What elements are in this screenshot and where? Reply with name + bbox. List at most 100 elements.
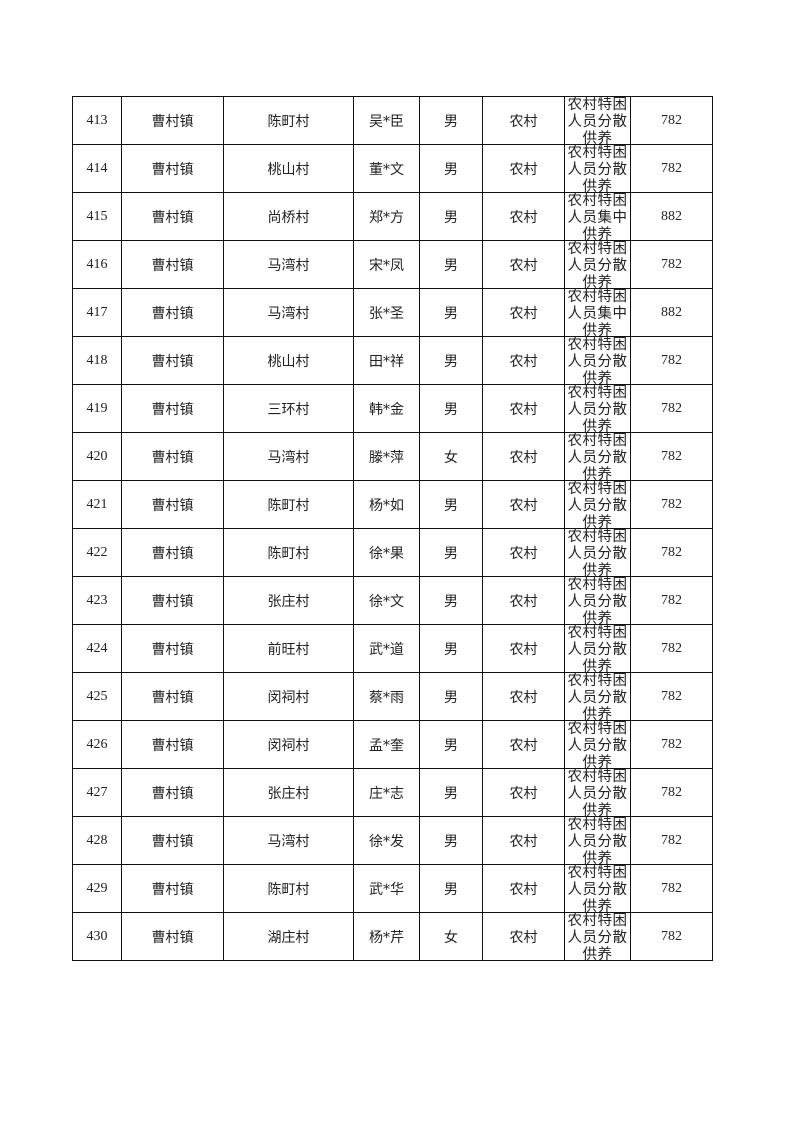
village-cell: 马湾村 <box>223 816 354 865</box>
assistance-type-cell: 农村特困人员分散供养 <box>564 864 631 913</box>
name-cell: 郑*方 <box>353 192 420 241</box>
name-cell: 张*圣 <box>353 288 420 337</box>
area-cell: 农村 <box>482 864 565 913</box>
town-cell: 曹村镇 <box>121 384 224 433</box>
village-cell: 陈町村 <box>223 480 354 529</box>
table-body: 413 曹村镇 陈町村 吴*臣男农村 农村特困人员分散供养 782 414 曹村镇 桃山村 董*文… <box>72 96 713 961</box>
assistance-type-text: 农村特困人员分散供养 <box>567 529 628 576</box>
table-row: 425 曹村镇 闵祠村 蔡*雨男农村 农村特困人员分散供养 782 <box>72 672 713 721</box>
area-cell: 农村 <box>482 720 565 769</box>
assistance-type-cell: 农村特困人员分散供养 <box>564 672 631 721</box>
area-cell: 农村 <box>482 336 565 385</box>
amount-cell: 782 <box>630 624 713 673</box>
gender-cell: 男 <box>419 720 483 769</box>
assistance-type-cell: 农村特困人员分散供养 <box>564 768 631 817</box>
gender-cell: 男 <box>419 576 483 625</box>
village-cell: 前旺村 <box>223 624 354 673</box>
assistance-type-text: 农村特困人员分散供养 <box>567 481 628 528</box>
village-cell: 陈町村 <box>223 864 354 913</box>
row-number-cell: 426 <box>72 720 122 769</box>
town-cell: 曹村镇 <box>121 480 224 529</box>
town-cell: 曹村镇 <box>121 192 224 241</box>
table-row: 424 曹村镇 前旺村 武*道男农村 农村特困人员分散供养 782 <box>72 624 713 673</box>
assistance-type-text: 农村特困人员分散供养 <box>567 337 628 384</box>
table-row: 430 曹村镇 湖庄村 杨*芹女农村 农村特困人员分散供养 782 <box>72 912 713 961</box>
name-cell: 杨*如 <box>353 480 420 529</box>
table-row: 422 曹村镇 陈町村 徐*果男农村 农村特困人员分散供养 782 <box>72 528 713 577</box>
name-cell: 徐*文 <box>353 576 420 625</box>
village-cell: 湖庄村 <box>223 912 354 961</box>
amount-cell: 782 <box>630 576 713 625</box>
relief-recipients-table: 413 曹村镇 陈町村 吴*臣男农村 农村特困人员分散供养 782 414 曹村镇 桃山村 董*文… <box>72 96 713 961</box>
row-number-cell: 416 <box>72 240 122 289</box>
area-cell: 农村 <box>482 816 565 865</box>
gender-cell: 男 <box>419 96 483 145</box>
row-number-cell: 415 <box>72 192 122 241</box>
village-cell: 张庄村 <box>223 576 354 625</box>
amount-cell: 782 <box>630 144 713 193</box>
village-cell: 三环村 <box>223 384 354 433</box>
village-cell: 闵祠村 <box>223 720 354 769</box>
gender-cell: 男 <box>419 192 483 241</box>
row-number-cell: 420 <box>72 432 122 481</box>
name-cell: 徐*发 <box>353 816 420 865</box>
amount-cell: 782 <box>630 240 713 289</box>
town-cell: 曹村镇 <box>121 336 224 385</box>
assistance-type-cell: 农村特困人员分散供养 <box>564 384 631 433</box>
gender-cell: 男 <box>419 528 483 577</box>
table-row: 413 曹村镇 陈町村 吴*臣男农村 农村特困人员分散供养 782 <box>72 96 713 145</box>
name-cell: 滕*萍 <box>353 432 420 481</box>
assistance-type-text: 农村特困人员分散供养 <box>567 577 628 624</box>
amount-cell: 782 <box>630 384 713 433</box>
name-cell: 蔡*雨 <box>353 672 420 721</box>
area-cell: 农村 <box>482 576 565 625</box>
village-cell: 桃山村 <box>223 144 354 193</box>
village-cell: 桃山村 <box>223 336 354 385</box>
town-cell: 曹村镇 <box>121 624 224 673</box>
table-row: 415 曹村镇 尚桥村 郑*方男农村 农村特困人员集中供养 882 <box>72 192 713 241</box>
assistance-type-text: 农村特困人员分散供养 <box>567 625 628 672</box>
town-cell: 曹村镇 <box>121 432 224 481</box>
name-cell: 杨*芹 <box>353 912 420 961</box>
row-number-cell: 424 <box>72 624 122 673</box>
assistance-type-cell: 农村特困人员集中供养 <box>564 288 631 337</box>
gender-cell: 男 <box>419 480 483 529</box>
gender-cell: 男 <box>419 384 483 433</box>
town-cell: 曹村镇 <box>121 912 224 961</box>
assistance-type-text: 农村特困人员分散供养 <box>567 433 628 480</box>
table-row: 428 曹村镇 马湾村 徐*发男农村 农村特困人员分散供养 782 <box>72 816 713 865</box>
table-row: 426 曹村镇 闵祠村 孟*奎男农村 农村特困人员分散供养 782 <box>72 720 713 769</box>
area-cell: 农村 <box>482 912 565 961</box>
village-cell: 马湾村 <box>223 288 354 337</box>
name-cell: 庄*志 <box>353 768 420 817</box>
row-number-cell: 414 <box>72 144 122 193</box>
assistance-type-cell: 农村特困人员分散供养 <box>564 144 631 193</box>
name-cell: 韩*金 <box>353 384 420 433</box>
assistance-type-cell: 农村特困人员分散供养 <box>564 624 631 673</box>
table-row: 420 曹村镇 马湾村 滕*萍女农村 农村特困人员分散供养 782 <box>72 432 713 481</box>
row-number-cell: 419 <box>72 384 122 433</box>
assistance-type-cell: 农村特困人员分散供养 <box>564 912 631 961</box>
assistance-type-cell: 农村特困人员分散供养 <box>564 480 631 529</box>
assistance-type-cell: 农村特困人员分散供养 <box>564 240 631 289</box>
village-cell: 闵祠村 <box>223 672 354 721</box>
assistance-type-cell: 农村特困人员分散供养 <box>564 528 631 577</box>
village-cell: 马湾村 <box>223 432 354 481</box>
village-cell: 陈町村 <box>223 528 354 577</box>
amount-cell: 782 <box>630 528 713 577</box>
assistance-type-cell: 农村特困人员分散供养 <box>564 336 631 385</box>
table-row: 419 曹村镇 三环村 韩*金男农村 农村特困人员分散供养 782 <box>72 384 713 433</box>
name-cell: 吴*臣 <box>353 96 420 145</box>
area-cell: 农村 <box>482 672 565 721</box>
assistance-type-cell: 农村特困人员集中供养 <box>564 192 631 241</box>
town-cell: 曹村镇 <box>121 240 224 289</box>
town-cell: 曹村镇 <box>121 864 224 913</box>
assistance-type-cell: 农村特困人员分散供养 <box>564 816 631 865</box>
amount-cell: 782 <box>630 480 713 529</box>
amount-cell: 782 <box>630 336 713 385</box>
assistance-type-text: 农村特困人员分散供养 <box>567 865 628 912</box>
amount-cell: 782 <box>630 720 713 769</box>
town-cell: 曹村镇 <box>121 720 224 769</box>
assistance-type-text: 农村特困人员分散供养 <box>567 241 628 288</box>
table-row: 414 曹村镇 桃山村 董*文男农村 农村特困人员分散供养 782 <box>72 144 713 193</box>
